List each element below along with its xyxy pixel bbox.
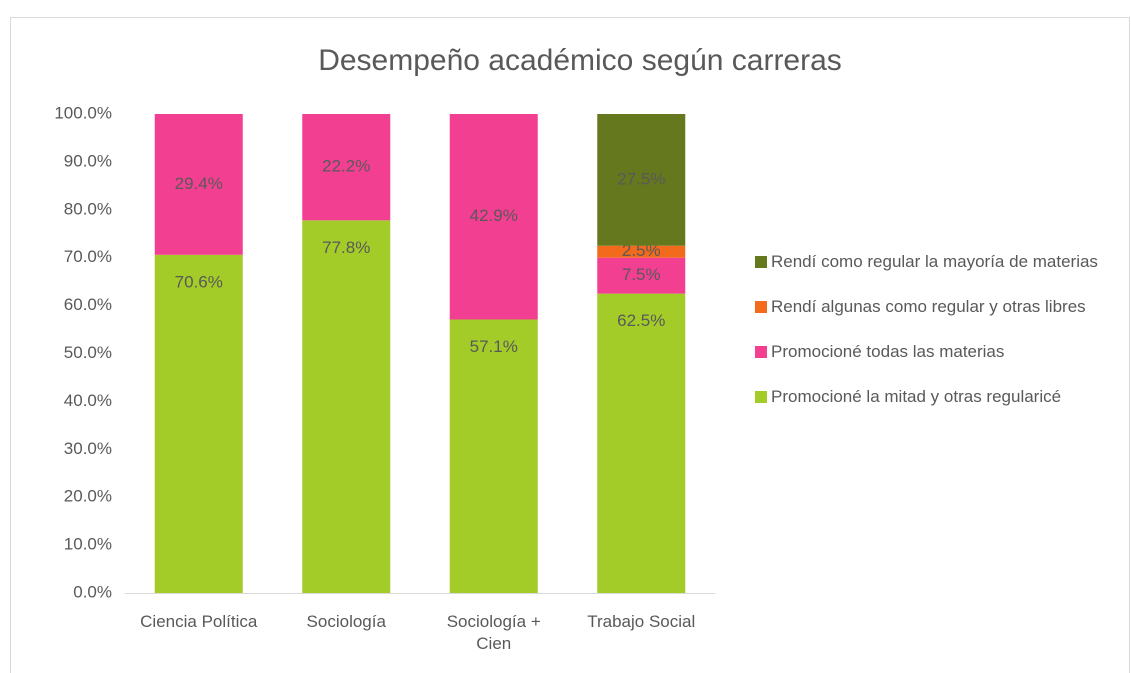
chart-title: Desempeño académico según carreras: [318, 44, 842, 77]
data-label: 27.5%: [617, 169, 665, 188]
bar-segment: [597, 293, 686, 593]
x-tick-label: Sociología: [306, 612, 386, 631]
y-tick-label: 10.0%: [64, 535, 112, 554]
bar-segment: [302, 220, 391, 593]
data-label: 42.9%: [470, 206, 518, 225]
legend-item: Rendí como regular la mayoría de materia…: [755, 248, 1115, 276]
chart-frame: [10, 17, 1130, 673]
data-label: 7.5%: [622, 265, 661, 284]
y-tick-label: 0.0%: [73, 582, 112, 601]
y-tick-label: 90.0%: [64, 151, 112, 170]
bar-segment: [597, 114, 686, 246]
y-tick-label: 80.0%: [64, 199, 112, 218]
bar-segment: [449, 319, 538, 593]
legend-label: Rendí algunas como regular y otras libre…: [771, 297, 1086, 316]
data-label: 29.4%: [175, 174, 223, 193]
legend-swatch: [755, 346, 767, 358]
bar-segment: [597, 257, 686, 294]
y-tick-label: 70.0%: [64, 247, 112, 266]
data-label: 77.8%: [322, 238, 370, 257]
bar-segment: [154, 114, 243, 255]
y-tick-label: 20.0%: [64, 487, 112, 506]
y-tick-label: 30.0%: [64, 439, 112, 458]
x-tick-label: Trabajo Social: [587, 612, 696, 631]
bar-segment: [154, 254, 243, 594]
y-tick-label: 50.0%: [64, 343, 112, 362]
y-tick-label: 40.0%: [64, 391, 112, 410]
legend-item: Rendí algunas como regular y otras libre…: [755, 293, 1115, 321]
x-tick-label: Sociología + Cien: [446, 612, 541, 653]
data-label: 70.6%: [175, 272, 223, 291]
legend-label: Promocioné todas las materias: [771, 342, 1005, 361]
legend: Rendí como regular la mayoría de materia…: [755, 248, 1115, 411]
data-label: 62.5%: [617, 311, 665, 330]
bar-segment: [449, 114, 538, 320]
legend-swatch: [755, 301, 767, 313]
legend-item: Promocioné todas las materias: [755, 338, 1115, 366]
bar-segment: [597, 245, 686, 258]
data-label: 57.1%: [470, 337, 518, 356]
legend-swatch: [755, 256, 767, 268]
data-label: 2.5%: [622, 241, 661, 260]
legend-label: Promocioné la mitad y otras regularicé: [771, 387, 1062, 406]
y-tick-label: 60.0%: [64, 295, 112, 314]
legend-item: Promocioné la mitad y otras regularicé: [755, 383, 1115, 411]
legend-label: Rendí como regular la mayoría de materia…: [771, 252, 1098, 271]
legend-swatch: [755, 391, 767, 403]
bar-segment: [302, 114, 391, 221]
y-tick-label: 100.0%: [54, 103, 112, 122]
data-label: 22.2%: [322, 157, 370, 176]
x-tick-label: Ciencia Política: [140, 612, 258, 631]
